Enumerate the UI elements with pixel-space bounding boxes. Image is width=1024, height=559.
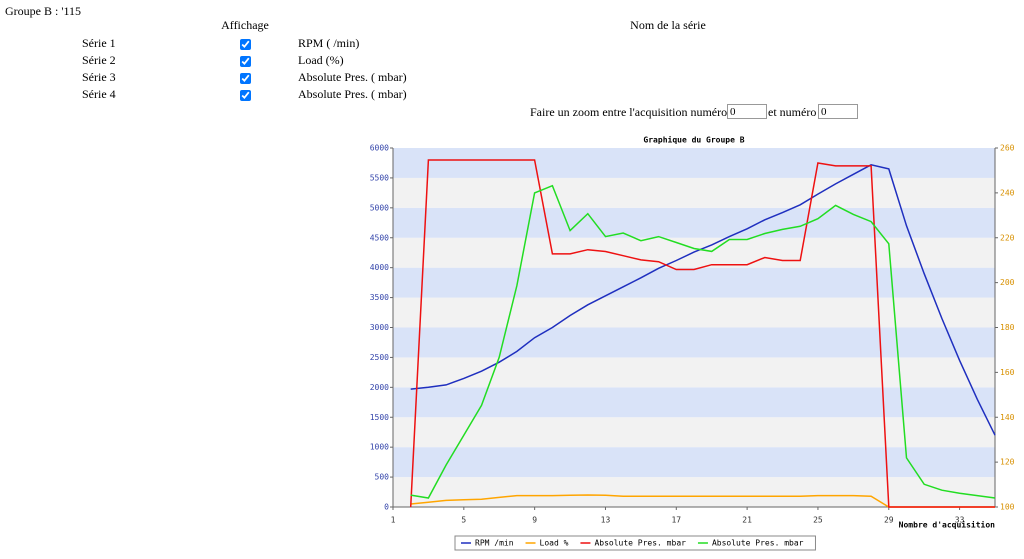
band [393, 177, 995, 208]
chart: Graphique du Groupe B 0 500 1000 1500 2000 250… [370, 135, 1015, 551]
y-tick-label: 0 [384, 503, 389, 512]
legend-label: RPM /min [475, 539, 514, 548]
y2-tick-label: 1800 [1000, 323, 1015, 332]
series-name: Absolute Pres. ( mbar) [298, 87, 407, 101]
band [393, 417, 995, 448]
y2-tick-label: 2000 [1000, 278, 1015, 287]
y-tick-label: 5500 [370, 173, 389, 182]
x-tick-label: 17 [671, 516, 681, 525]
band [393, 207, 995, 238]
y-tick-label: 2000 [370, 383, 389, 392]
y2-tick-label: 1400 [1000, 413, 1015, 422]
band [393, 148, 995, 178]
zoom-to[interactable] [818, 104, 858, 119]
band [393, 297, 995, 328]
series-label: Série 1 [82, 36, 116, 50]
series-name: Absolute Pres. ( mbar) [298, 70, 407, 84]
x-tick-label: 1 [391, 516, 396, 525]
series-checkbox[interactable] [240, 56, 251, 67]
series-label: Série 2 [82, 53, 116, 67]
x-tick-label: 13 [601, 516, 611, 525]
x-tick-label: 5 [461, 516, 466, 525]
legend-label: Absolute Pres. mbar [594, 539, 686, 548]
band [393, 357, 995, 388]
series-checkbox[interactable] [240, 39, 251, 50]
x-tick-label: 29 [884, 516, 894, 525]
y2-tick-label: 1200 [1000, 458, 1015, 467]
y2-tick-label: 2200 [1000, 233, 1015, 242]
x-tick-label: 9 [532, 516, 537, 525]
series-name: RPM ( /min) [298, 36, 360, 50]
x-tick-label: 25 [813, 516, 823, 525]
y2-tick-label: 1000 [1000, 503, 1015, 512]
band [393, 267, 995, 298]
column-header: Nom de la série [630, 18, 706, 32]
chart-title: Graphique du Groupe B [643, 135, 744, 145]
x-tick-label: 33 [955, 516, 965, 525]
zoom-from[interactable] [727, 104, 767, 119]
series-label: Série 4 [82, 87, 116, 101]
series-checkbox[interactable] [240, 73, 251, 84]
y-tick-label: 1500 [370, 413, 389, 422]
column-header: Affichage [221, 18, 269, 32]
y-tick-label: 4500 [370, 233, 389, 242]
series-line [410, 164, 996, 436]
zoom-label: Faire un zoom entre l'acquisition numéro [530, 105, 728, 119]
x-axis-label: Nombre d'acquisition [899, 520, 996, 530]
legend-label: Load % [540, 539, 569, 548]
y-tick-label: 5000 [370, 203, 389, 212]
series-name: Load (%) [298, 53, 344, 67]
legend-label: Absolute Pres. mbar [712, 539, 804, 548]
series-line [409, 159, 995, 508]
band [393, 477, 995, 507]
y-tick-label: 6000 [370, 144, 389, 153]
band [393, 327, 995, 358]
y2-tick-label: 2600 [1000, 144, 1015, 153]
y-tick-label: 3500 [370, 293, 389, 302]
band [393, 387, 995, 418]
band [393, 447, 995, 478]
series-line [410, 184, 996, 499]
y-tick-label: 4000 [370, 263, 389, 272]
group-title: Groupe B : '115 [5, 4, 82, 18]
y-tick-label: 1000 [370, 443, 389, 452]
series-checkbox[interactable] [240, 90, 251, 101]
y2-tick-label: 1600 [1000, 368, 1015, 377]
x-tick-label: 21 [742, 516, 752, 525]
y-tick-label: 2500 [370, 353, 389, 362]
y-tick-label: 3000 [370, 323, 389, 332]
legend-box [454, 535, 816, 551]
y2-tick-label: 2400 [1000, 188, 1015, 197]
y-tick-label: 500 [375, 473, 390, 482]
series-label: Série 3 [82, 70, 116, 84]
zoom-label: et numéro [768, 105, 817, 119]
